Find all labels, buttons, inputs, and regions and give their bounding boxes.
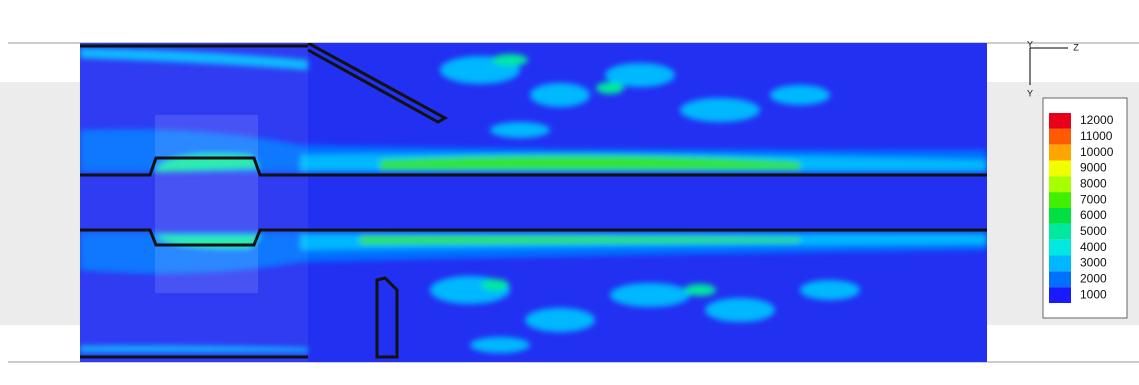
legend-label: 9000 <box>1080 161 1107 175</box>
axis-label: Y <box>1027 88 1033 98</box>
legend-swatch <box>1049 176 1071 193</box>
legend-label: 1000 <box>1080 287 1107 301</box>
legend-swatch <box>1049 271 1071 288</box>
legend-swatch <box>1049 239 1071 256</box>
legend-label: 6000 <box>1080 208 1107 222</box>
legend-label: 5000 <box>1080 224 1107 238</box>
legend-swatch <box>1049 287 1071 303</box>
legend-label: 11000 <box>1080 129 1113 143</box>
contour-field <box>80 43 987 362</box>
legend-swatch <box>1049 144 1071 161</box>
legend-label: 2000 <box>1080 271 1107 285</box>
legend-label: 8000 <box>1080 176 1107 190</box>
legend-swatch <box>1049 128 1071 145</box>
legend-swatch <box>1049 208 1071 224</box>
legend-label: 7000 <box>1080 192 1107 206</box>
axis-label: Z <box>1073 42 1079 52</box>
legend-swatch <box>1049 113 1071 129</box>
legend-swatch <box>1049 223 1071 240</box>
geometry-outline <box>80 43 987 359</box>
legend-label: 4000 <box>1080 240 1107 254</box>
overlay-block <box>155 115 258 293</box>
legend-label: 3000 <box>1080 256 1107 270</box>
legend-swatch <box>1049 192 1071 208</box>
overlay-block <box>80 43 308 362</box>
legend-label: 12000 <box>1080 113 1114 127</box>
legend-label: 10000 <box>1080 145 1114 159</box>
legend-swatch <box>1049 160 1071 177</box>
contour-bands <box>80 48 987 353</box>
legend-swatch <box>1049 255 1071 272</box>
axis-label: Y <box>1027 39 1033 49</box>
